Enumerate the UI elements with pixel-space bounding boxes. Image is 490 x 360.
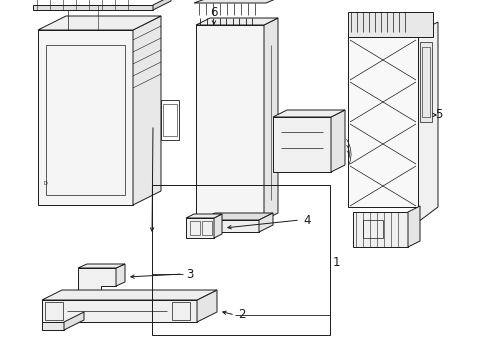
Bar	[422, 47, 430, 117]
Polygon shape	[116, 264, 125, 286]
Polygon shape	[78, 268, 116, 298]
Polygon shape	[133, 16, 161, 205]
Polygon shape	[196, 18, 278, 25]
Bar	[152, 185, 330, 335]
Bar	[202, 221, 212, 235]
Polygon shape	[33, 5, 153, 10]
Polygon shape	[331, 110, 345, 172]
Text: 1: 1	[333, 256, 341, 269]
Text: D: D	[43, 181, 47, 186]
Polygon shape	[197, 290, 217, 322]
Bar	[46, 45, 125, 195]
Text: 3: 3	[186, 267, 194, 280]
Text: 4: 4	[303, 213, 311, 226]
Text: 5: 5	[435, 108, 442, 122]
Polygon shape	[259, 213, 273, 232]
Polygon shape	[273, 110, 345, 117]
Text: 6: 6	[210, 6, 218, 19]
Polygon shape	[408, 206, 420, 247]
Polygon shape	[42, 300, 197, 322]
Text: 2: 2	[238, 309, 245, 321]
Polygon shape	[214, 214, 222, 238]
Polygon shape	[153, 0, 171, 10]
Polygon shape	[264, 18, 278, 220]
Polygon shape	[201, 213, 273, 220]
Bar	[172, 302, 190, 320]
Polygon shape	[78, 264, 125, 268]
Bar	[190, 221, 200, 235]
Polygon shape	[38, 16, 161, 30]
Polygon shape	[42, 322, 64, 330]
Polygon shape	[201, 220, 259, 232]
Polygon shape	[348, 37, 418, 207]
Polygon shape	[42, 290, 217, 300]
Bar	[363, 220, 383, 238]
Polygon shape	[273, 117, 331, 172]
Bar	[161, 100, 179, 140]
Polygon shape	[353, 212, 408, 247]
Polygon shape	[38, 30, 133, 205]
Polygon shape	[64, 312, 84, 330]
Polygon shape	[186, 214, 222, 218]
Bar	[45, 302, 63, 320]
Bar	[420, 42, 432, 122]
Polygon shape	[196, 25, 264, 220]
Polygon shape	[348, 12, 433, 37]
Polygon shape	[194, 0, 278, 3]
Polygon shape	[186, 218, 214, 238]
Bar	[163, 104, 177, 136]
Polygon shape	[418, 22, 438, 222]
